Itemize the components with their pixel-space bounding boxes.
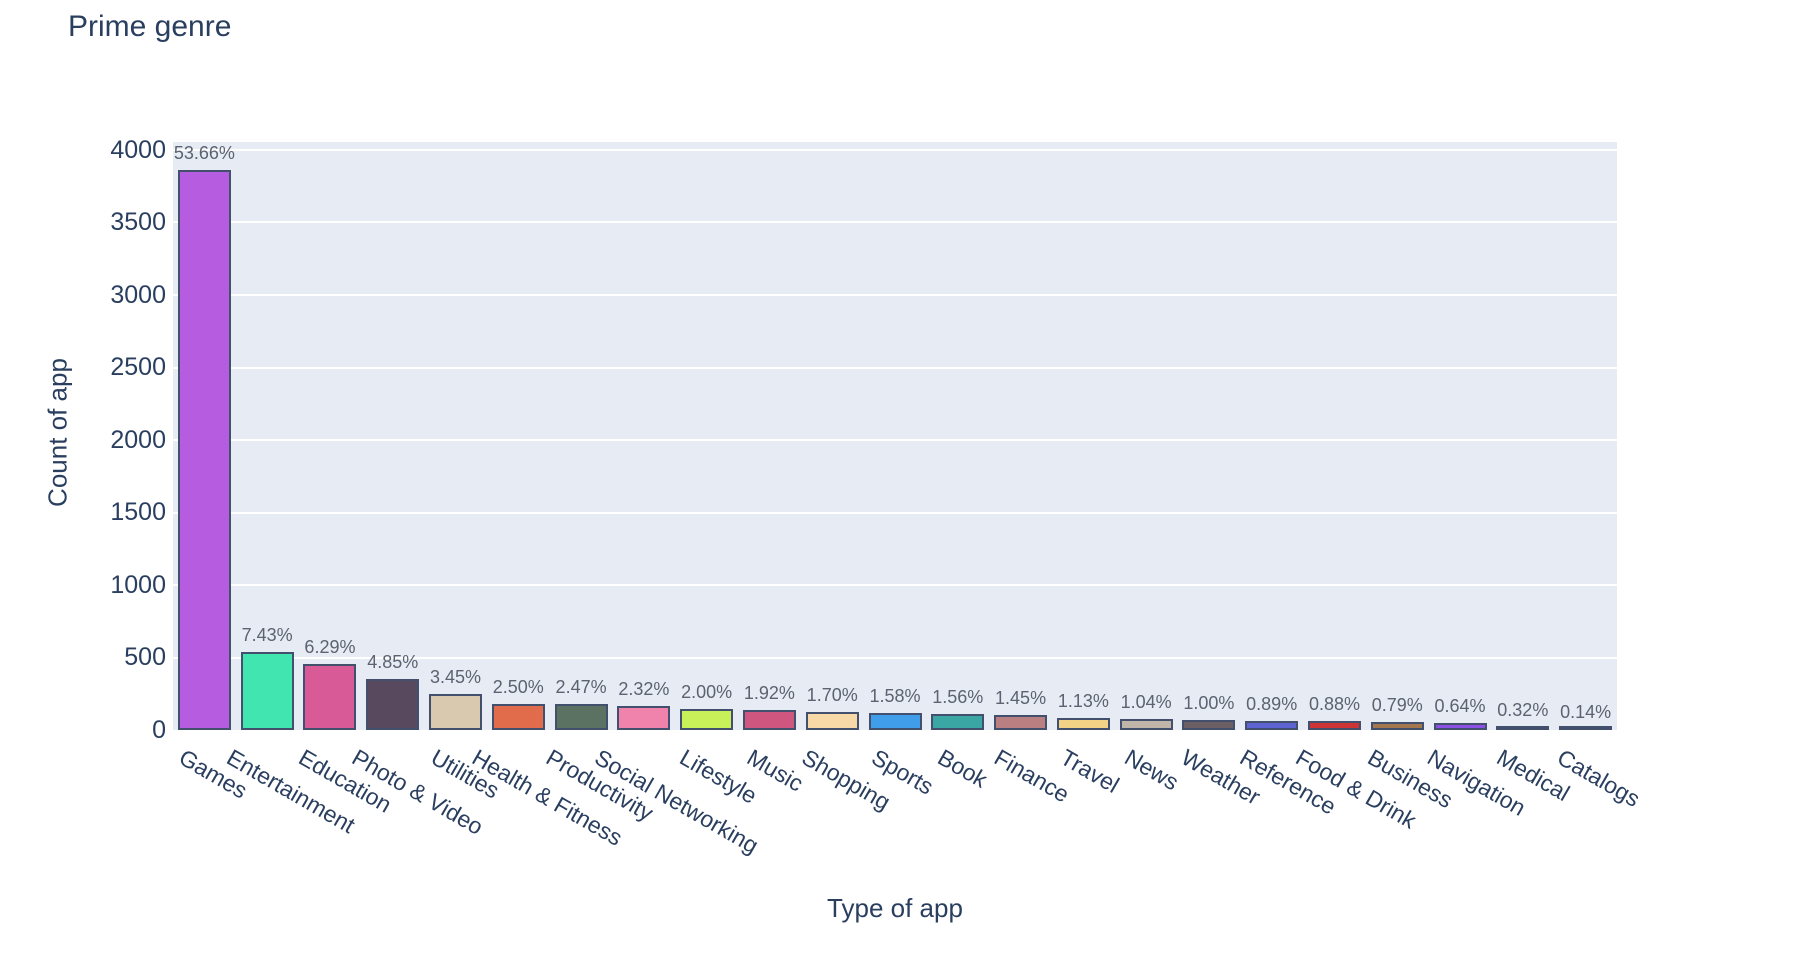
bar-food-drink[interactable] bbox=[1307, 720, 1361, 730]
bar-value-label: 1.04% bbox=[1120, 692, 1172, 713]
bar-navigation[interactable] bbox=[1433, 723, 1487, 730]
x-tick-label: Book bbox=[933, 744, 992, 793]
y-tick-label-500: 500 bbox=[124, 643, 166, 672]
plot-area: 53.66% 7.43% 6.29% 4.85% 3.45% 2.50% 2.47% 2.32… bbox=[173, 142, 1617, 730]
chart-title: Prime genre bbox=[68, 10, 232, 43]
bar-health-fitness[interactable] bbox=[491, 703, 545, 730]
bar-value-label: 2.47% bbox=[555, 677, 607, 698]
y-tick-label-1000: 1000 bbox=[110, 570, 166, 599]
bar-value-label: 6.29% bbox=[304, 637, 356, 658]
x-tick-label: Finance bbox=[989, 744, 1074, 808]
bar-value-label: 0.14% bbox=[1560, 701, 1612, 722]
bar-catalogs[interactable] bbox=[1559, 726, 1613, 730]
bar-entertainment[interactable] bbox=[240, 652, 294, 730]
bar-book[interactable] bbox=[931, 713, 985, 730]
bar-value-label: 1.56% bbox=[932, 686, 984, 707]
bar-weather[interactable] bbox=[1182, 719, 1236, 730]
bar-education[interactable] bbox=[303, 664, 357, 730]
bar-value-label: 2.32% bbox=[618, 678, 670, 699]
bar-value-label: 53.66% bbox=[173, 143, 235, 163]
bar-productivity[interactable] bbox=[554, 704, 608, 730]
bar-travel[interactable] bbox=[1056, 718, 1110, 730]
bar-photo-video[interactable] bbox=[366, 679, 420, 730]
bar-finance[interactable] bbox=[994, 714, 1048, 730]
bar-news[interactable] bbox=[1119, 719, 1173, 730]
bar-value-label: 0.88% bbox=[1308, 693, 1360, 714]
bar-value-label: 0.89% bbox=[1246, 693, 1298, 714]
bar-value-label: 7.43% bbox=[241, 625, 293, 646]
bar-value-label: 1.92% bbox=[743, 683, 795, 703]
bar-value-label: 2.00% bbox=[681, 682, 733, 703]
bar-medical[interactable] bbox=[1496, 726, 1550, 730]
x-axis-title: Type of app bbox=[827, 893, 963, 923]
y-tick-label-1500: 1500 bbox=[110, 498, 166, 527]
y-tick-label-2500: 2500 bbox=[110, 353, 166, 382]
bar-social-networking[interactable] bbox=[617, 705, 671, 730]
gridline-500 bbox=[173, 656, 1617, 659]
y-tick-label-3500: 3500 bbox=[110, 208, 166, 237]
bar-value-label: 2.50% bbox=[492, 676, 544, 697]
gridline-3000 bbox=[173, 293, 1617, 296]
gridline-2000 bbox=[173, 439, 1617, 441]
x-tick-label: News bbox=[1120, 744, 1184, 796]
bar-shopping[interactable] bbox=[805, 712, 859, 730]
y-tick-label-0: 0 bbox=[152, 716, 166, 744]
bar-value-label: 1.58% bbox=[869, 686, 921, 707]
bar-value-label: 1.00% bbox=[1183, 692, 1235, 713]
y-tick-label-2000: 2000 bbox=[110, 425, 166, 454]
gridline-3500 bbox=[173, 221, 1617, 224]
bar-value-label: 0.32% bbox=[1497, 699, 1549, 720]
y-tick-label-3000: 3000 bbox=[110, 280, 166, 309]
bar-utilities[interactable] bbox=[429, 694, 483, 730]
bar-value-label: 1.13% bbox=[1057, 691, 1109, 712]
bar-value-label: 3.45% bbox=[429, 667, 482, 688]
gridline-4000 bbox=[173, 148, 1617, 151]
bar-value-label: 0.79% bbox=[1371, 694, 1423, 715]
bar-value-label: 4.85% bbox=[367, 652, 419, 673]
bar-value-label: 1.70% bbox=[806, 685, 858, 706]
gridline-2500 bbox=[173, 366, 1617, 369]
bar-games[interactable] bbox=[177, 170, 231, 730]
bar-music[interactable] bbox=[742, 710, 796, 730]
bar-sports[interactable] bbox=[868, 713, 922, 730]
bar-lifestyle[interactable] bbox=[680, 709, 734, 730]
y-tick-label-4000: 4000 bbox=[110, 135, 166, 164]
bar-business[interactable] bbox=[1370, 721, 1424, 730]
bar-value-label: 0.64% bbox=[1434, 696, 1486, 717]
bar-value-label: 1.45% bbox=[995, 687, 1047, 708]
bar-reference[interactable] bbox=[1245, 720, 1299, 730]
gridline-1500 bbox=[173, 511, 1617, 514]
gridline-1000 bbox=[173, 584, 1617, 586]
